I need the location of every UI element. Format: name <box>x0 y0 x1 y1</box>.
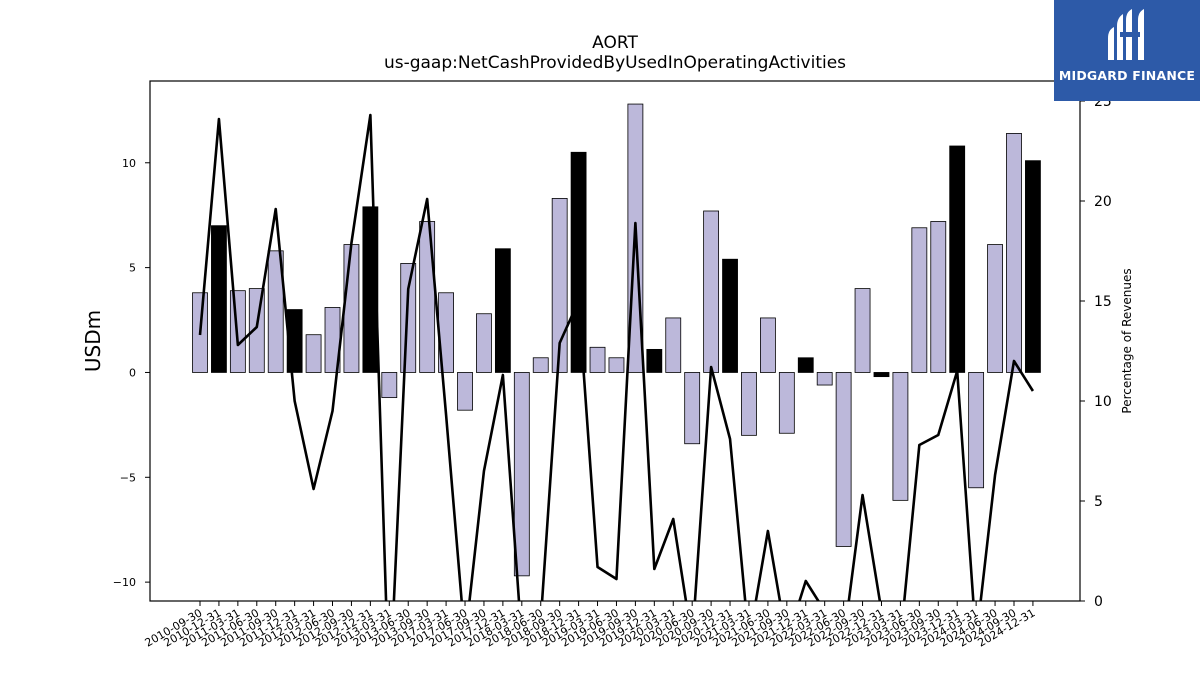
bar <box>589 346 606 373</box>
bar <box>457 372 473 411</box>
chart-title: AORT <box>592 33 638 53</box>
plot-frame <box>149 80 1081 602</box>
y-tick-label: −5 <box>120 471 136 484</box>
logo-mark-icon <box>1108 9 1144 60</box>
bar <box>892 372 909 501</box>
y-axis-label: USDm <box>81 310 105 372</box>
bar <box>873 372 890 378</box>
bar <box>1025 160 1041 373</box>
bar <box>949 145 966 373</box>
bar <box>551 198 568 373</box>
bar <box>987 244 1003 373</box>
bar <box>343 244 360 373</box>
y2-tick-label: 5 <box>1094 494 1103 510</box>
y2-tick-label: 10 <box>1094 394 1112 410</box>
y2-tick-label: 15 <box>1094 294 1112 310</box>
y-tick-label: 5 <box>129 262 136 275</box>
bar <box>267 250 284 373</box>
percentage-line <box>198 113 1035 601</box>
y2-tick-label: 0 <box>1094 594 1103 610</box>
bar <box>381 372 398 399</box>
bar <box>741 372 757 436</box>
bar <box>911 227 928 373</box>
bar <box>532 357 549 373</box>
bar <box>684 372 701 445</box>
bar <box>646 348 663 373</box>
y2-tick-label: 20 <box>1094 194 1112 210</box>
bar <box>722 258 738 373</box>
bar <box>797 357 814 373</box>
bar <box>930 221 947 373</box>
y-tick-label: 0 <box>129 366 136 379</box>
bar <box>570 151 587 373</box>
bar <box>778 372 795 434</box>
bar <box>854 288 871 373</box>
bar <box>211 225 227 373</box>
y-tick-label: 10 <box>122 157 136 170</box>
bar <box>665 317 682 373</box>
bar <box>476 313 492 373</box>
y-tick-label: −10 <box>113 576 136 589</box>
chart-subtitle: us-gaap:NetCashProvidedByUsedInOperating… <box>384 53 846 73</box>
bar <box>608 357 625 373</box>
bar <box>513 372 530 577</box>
bar <box>703 210 720 373</box>
logo-text: MIDGARD FINANCE <box>1058 68 1196 83</box>
bar <box>1006 133 1022 373</box>
bar <box>305 334 322 373</box>
bar <box>835 372 852 547</box>
y2-axis-label: Percentage of Revenues <box>1120 268 1134 413</box>
bar <box>494 248 511 373</box>
brand-logo: MIDGARD FINANCE <box>1054 0 1200 101</box>
bar <box>400 263 417 373</box>
bar <box>968 372 985 489</box>
bar <box>760 317 776 373</box>
bar <box>816 372 833 386</box>
